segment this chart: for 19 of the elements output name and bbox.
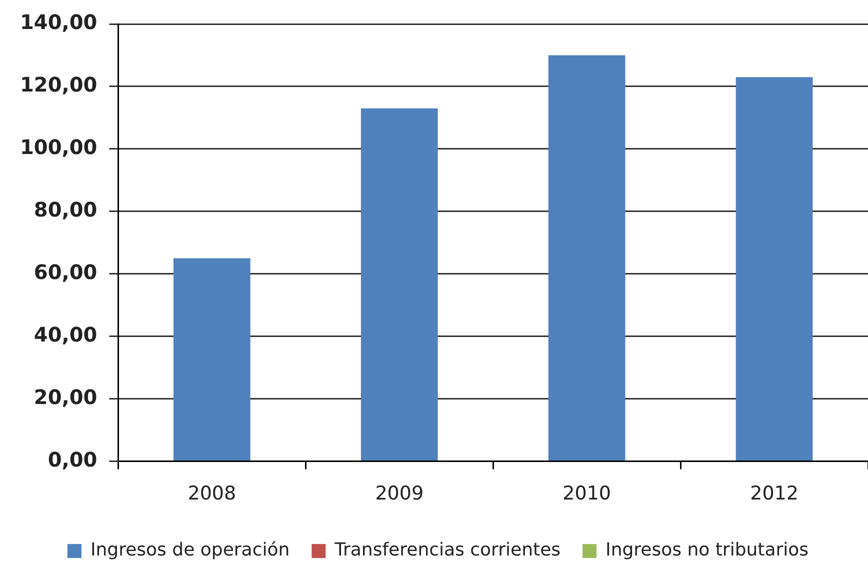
y-tick-label: 140,00 <box>20 10 98 34</box>
y-tick-label: 80,00 <box>34 198 98 222</box>
legend-label: Ingresos no tributarios <box>606 540 809 561</box>
y-tick-label: 100,00 <box>20 135 98 160</box>
y-tick-label: 0,00 <box>48 447 98 472</box>
bar <box>173 258 250 460</box>
y-tick-label: 40,00 <box>34 322 98 346</box>
y-tick-label: 20,00 <box>34 384 98 409</box>
x-tick-label: 2010 <box>562 482 611 505</box>
y-tick-label: 60,00 <box>34 260 98 284</box>
x-tick-label: 2009 <box>375 482 424 505</box>
bar <box>548 55 626 460</box>
x-tick-label: 2008 <box>188 482 236 505</box>
legend-label: Transferencias corrientes <box>334 540 561 561</box>
legend-label: Ingresos de operación <box>90 540 290 561</box>
bar <box>360 108 438 460</box>
bar <box>736 77 813 460</box>
y-tick-label: 120,00 <box>20 72 98 97</box>
x-tick-label: 2012 <box>750 482 798 505</box>
